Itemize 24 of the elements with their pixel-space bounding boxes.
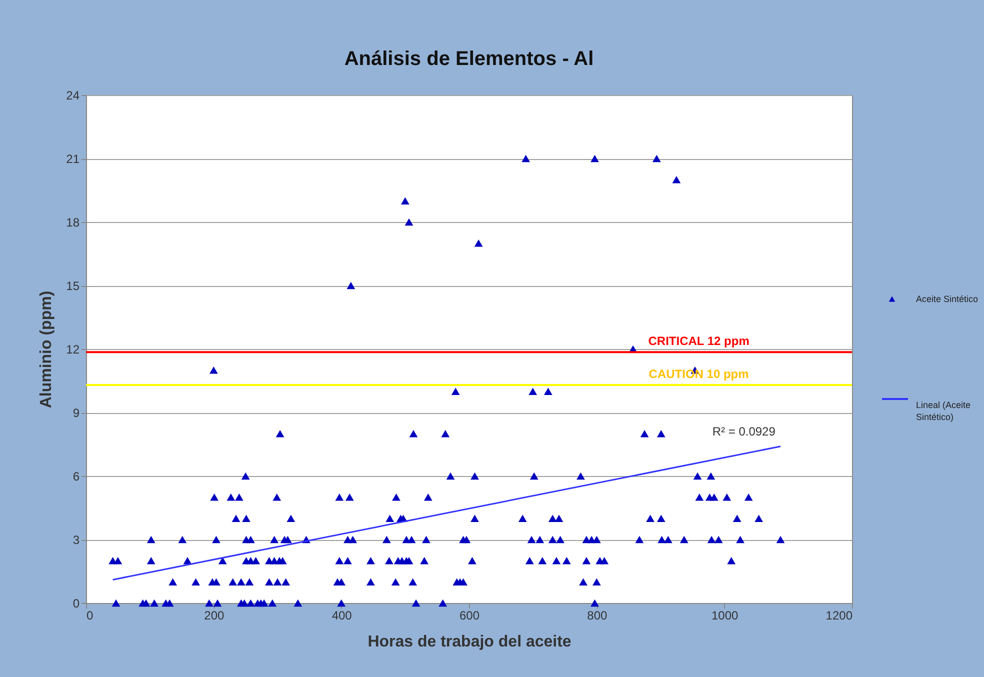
x-axis-title: Horas de trabajo del aceite	[368, 634, 572, 650]
legend-label: Aceite Sintético	[916, 294, 978, 304]
y-tick-label: 6	[72, 470, 80, 484]
y-tick-label: 18	[66, 216, 80, 230]
y-tick-label: 0	[72, 596, 80, 610]
x-tick-label: 800	[587, 608, 608, 622]
y-axis-title: Aluminio (ppm)	[38, 290, 56, 408]
y-tick-label: 3	[72, 533, 80, 547]
x-tick-label: 1200	[826, 608, 853, 622]
y-tick-label: 12	[66, 342, 80, 356]
x-tick-label: 400	[332, 608, 352, 622]
y-tick-label: 9	[72, 406, 80, 420]
y-tick-label: 21	[66, 152, 80, 166]
ref-line-label: CRITICAL 12 ppm	[648, 334, 750, 348]
chart-title: Análisis de Elementos - Al	[344, 48, 594, 70]
y-tick-label: 24	[66, 88, 80, 102]
annotation: R² = 0.0929	[712, 424, 776, 438]
x-tick-label: 1000	[711, 608, 739, 622]
x-tick-label: 200	[204, 608, 224, 622]
x-tick-label: 600	[459, 608, 480, 622]
y-tick-label: 15	[66, 279, 80, 293]
text: Lineal (Aceite Sintético)	[916, 400, 971, 422]
ref-line-label: CAUTION 10 ppm	[648, 366, 749, 381]
x-tick-label: 0	[86, 608, 94, 622]
